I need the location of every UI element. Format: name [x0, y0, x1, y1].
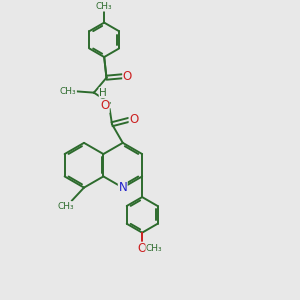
- Text: CH₃: CH₃: [146, 244, 163, 253]
- Text: CH₃: CH₃: [58, 202, 74, 211]
- Text: O: O: [137, 242, 147, 255]
- Text: O: O: [100, 99, 109, 112]
- Text: N: N: [118, 181, 127, 194]
- Text: CH₃: CH₃: [96, 2, 112, 11]
- Text: H: H: [99, 88, 107, 98]
- Text: O: O: [123, 70, 132, 83]
- Text: O: O: [129, 113, 138, 126]
- Text: CH₃: CH₃: [60, 87, 76, 96]
